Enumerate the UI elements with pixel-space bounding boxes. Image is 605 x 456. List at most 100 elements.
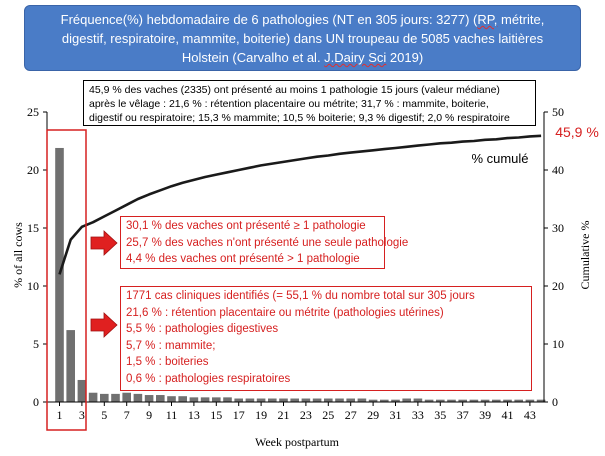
bar bbox=[424, 399, 434, 402]
annotation-line: 5,5 % : pathologies digestives bbox=[126, 323, 279, 335]
x-tick-label: 23 bbox=[300, 408, 312, 422]
bar bbox=[480, 399, 490, 402]
bar bbox=[290, 398, 299, 402]
x-tick-label: 43 bbox=[524, 408, 536, 422]
bar bbox=[368, 399, 378, 402]
title-banner: Fréquence(%) hebdomadaire de 6 pathologi… bbox=[24, 5, 581, 71]
arrow-right-icon bbox=[90, 312, 118, 338]
bar bbox=[100, 393, 109, 402]
bar bbox=[245, 398, 255, 402]
bar bbox=[133, 393, 143, 402]
annotation-box-cases: 1771 cas cliniques identifiés (= 55,1 % … bbox=[120, 286, 532, 391]
bar bbox=[324, 398, 333, 402]
x-tick-label: 3 bbox=[79, 408, 85, 422]
bar bbox=[77, 379, 87, 402]
bar bbox=[514, 399, 523, 402]
title-line-1: Fréquence(%) hebdomadaire de 6 pathologi… bbox=[60, 12, 545, 27]
bar bbox=[447, 399, 456, 402]
series-label-cumulative: % cumulé bbox=[471, 151, 528, 166]
x-tick-label: 39 bbox=[479, 408, 491, 422]
bar bbox=[167, 396, 176, 402]
arrow-right-icon bbox=[90, 230, 118, 256]
annotation-line: 0,6 % : pathologies respiratoires bbox=[126, 372, 291, 385]
bars-group bbox=[55, 147, 546, 402]
annotation-line: 30,1 % des vaches ont présenté ≥ 1 patho… bbox=[126, 220, 366, 232]
y-tick-label: 10 bbox=[27, 279, 39, 293]
bar bbox=[402, 398, 411, 402]
x-tick-label: 31 bbox=[390, 408, 402, 422]
x-tick-label: 17 bbox=[233, 408, 245, 422]
bar bbox=[503, 399, 512, 402]
y-tick-label: 15 bbox=[27, 221, 39, 235]
summary-line: digestif ou respiratoire; 15,3 % mammite… bbox=[89, 112, 510, 124]
annotation-line: 1,5 % : boiteries bbox=[126, 356, 209, 368]
bar bbox=[536, 399, 546, 402]
x-tick-label: 19 bbox=[255, 408, 267, 422]
bar bbox=[200, 397, 210, 402]
annotation-line: 5,7 % : mammite; bbox=[126, 339, 216, 352]
bar bbox=[55, 147, 64, 402]
y-tick-label: 0 bbox=[33, 395, 39, 409]
x-tick-label: 13 bbox=[188, 408, 200, 422]
bar bbox=[122, 392, 131, 402]
y-tick-label: 5 bbox=[33, 337, 39, 351]
bar bbox=[189, 397, 199, 402]
x-tick-label: 37 bbox=[457, 408, 469, 422]
x-tick-label: 35 bbox=[434, 408, 446, 422]
bar bbox=[223, 397, 232, 402]
summary-box: 45,9 % des vaches (2335) ont présenté au… bbox=[83, 80, 536, 126]
bar bbox=[301, 398, 311, 402]
summary-line: après le vêlage : 21,6 % : rétention pla… bbox=[89, 98, 489, 110]
bar bbox=[346, 398, 355, 402]
y2-tick-label: 50 bbox=[552, 105, 564, 119]
bar bbox=[312, 398, 322, 402]
bar bbox=[279, 398, 288, 402]
x-tick-label: 1 bbox=[57, 408, 63, 422]
annotation-line: 1771 cas cliniques identifiés (= 55,1 % … bbox=[126, 290, 475, 302]
bar bbox=[234, 398, 243, 402]
bar bbox=[144, 395, 154, 402]
annotation-line: 4,4 % des vaches ont présenté > 1 pathol… bbox=[126, 253, 360, 265]
highlight-rect-weeks-1-3 bbox=[46, 129, 87, 431]
y-axis-label: % of all cows bbox=[11, 222, 25, 288]
x-tick-label: 21 bbox=[278, 408, 290, 422]
bar bbox=[88, 392, 98, 402]
bar bbox=[492, 399, 501, 402]
x-tick-label: 7 bbox=[124, 408, 130, 422]
bar bbox=[469, 399, 479, 402]
x-tick-label: 5 bbox=[101, 408, 107, 422]
bar bbox=[178, 396, 187, 402]
annotation-line: 21,6 % : rétention placentaire ou métrit… bbox=[126, 306, 444, 319]
y2-tick-label: 10 bbox=[552, 337, 564, 351]
end-value-label: 45,9 % bbox=[555, 124, 599, 140]
x-tick-label: 15 bbox=[210, 408, 222, 422]
summary-line: 45,9 % des vaches (2335) ont présenté au… bbox=[89, 84, 500, 96]
x-axis-label: Week postpartum bbox=[255, 435, 340, 449]
x-tick-label: 29 bbox=[367, 408, 379, 422]
bar bbox=[335, 398, 344, 402]
y2-tick-label: 30 bbox=[552, 221, 564, 235]
x-tick-label: 27 bbox=[345, 408, 357, 422]
y2-tick-label: 0 bbox=[552, 395, 558, 409]
y-tick-label: 25 bbox=[27, 105, 39, 119]
title-line-2: digestif, respiratoire, mammite, boiteri… bbox=[61, 31, 544, 46]
bar bbox=[525, 399, 535, 402]
y2-tick-label: 20 bbox=[552, 279, 564, 293]
bar bbox=[458, 399, 467, 402]
annotation-line: 25,7 % des vaches n'ont présenté une seu… bbox=[126, 236, 409, 249]
x-tick-label: 41 bbox=[502, 408, 514, 422]
bar bbox=[357, 398, 367, 402]
title-line-3: Holstein (Carvalho et al. J.Dairy Sci 20… bbox=[181, 50, 424, 65]
bar bbox=[212, 397, 221, 402]
y2-axis-label: Cumulative % bbox=[578, 221, 592, 290]
x-tick-label: 9 bbox=[146, 408, 152, 422]
cumulative-line bbox=[58, 134, 542, 275]
bar bbox=[391, 399, 400, 402]
y-tick-label: 20 bbox=[27, 163, 39, 177]
bar bbox=[156, 395, 165, 402]
x-tick-label: 33 bbox=[412, 408, 424, 422]
bar bbox=[436, 399, 445, 402]
x-tick-label: 11 bbox=[166, 408, 178, 422]
y2-tick-label: 40 bbox=[552, 163, 564, 177]
